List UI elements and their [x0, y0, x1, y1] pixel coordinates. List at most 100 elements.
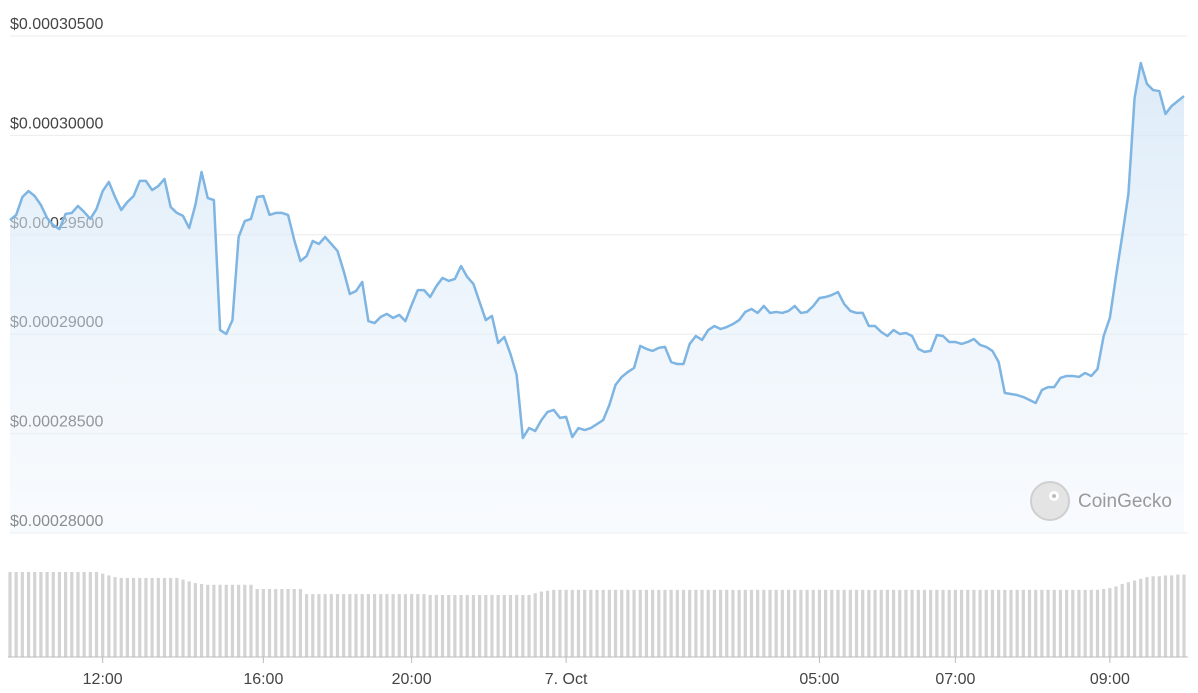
volume-bar — [329, 594, 333, 657]
volume-bar — [267, 589, 272, 657]
volume-bar — [125, 577, 129, 657]
volume-bar — [793, 589, 797, 657]
volume-bar — [539, 591, 543, 657]
volume-bar — [434, 594, 438, 657]
volume-bar — [564, 589, 568, 657]
volume-bar — [644, 589, 649, 657]
volume-bar — [286, 589, 290, 657]
volume-bar — [459, 594, 463, 657]
volume-bar — [131, 577, 136, 657]
price-area — [10, 63, 1184, 533]
volume-bar — [416, 594, 420, 657]
volume-bar — [712, 589, 716, 657]
volume-bar — [298, 589, 303, 657]
volume-bar — [576, 589, 581, 657]
volume-bar — [1009, 589, 1013, 657]
volume-bar — [990, 589, 995, 657]
volume-bar — [545, 590, 550, 657]
volume-bar — [20, 572, 24, 657]
volume-bar — [119, 577, 123, 657]
volume-bar — [311, 594, 315, 657]
volume-bar — [410, 594, 414, 657]
volume-bar — [440, 594, 445, 657]
volume-bar — [144, 577, 148, 657]
volume-bar — [1114, 586, 1118, 657]
volume-bar — [304, 594, 309, 657]
watermark-text: CoinGecko — [1078, 491, 1172, 512]
volume-bar — [230, 584, 235, 657]
volume-bar — [1139, 578, 1143, 657]
volume-bar — [558, 589, 562, 657]
volume-bar — [138, 577, 142, 657]
volume-bar — [688, 589, 692, 657]
volume-bar — [718, 589, 723, 657]
volume-bar — [1046, 589, 1050, 657]
volume-bar — [379, 594, 383, 657]
volume-bar — [706, 589, 710, 657]
volume-bar — [984, 589, 988, 657]
volume-bar — [496, 594, 500, 657]
volume-bar — [854, 589, 859, 657]
volume-bar — [323, 594, 327, 657]
volume-bar — [786, 589, 791, 657]
volume-bar — [613, 589, 618, 657]
volume-bar — [107, 575, 111, 657]
volume-bar — [162, 577, 167, 657]
volume-bar — [935, 589, 939, 657]
volume-bar — [1034, 589, 1038, 657]
volume-bar — [657, 589, 661, 657]
volume-bar — [101, 573, 105, 657]
volume-bar — [502, 594, 506, 657]
volume-bar — [453, 594, 457, 657]
volume-bar — [199, 583, 204, 657]
volume-bar — [403, 594, 408, 657]
volume-bar — [885, 589, 890, 657]
volume-bar — [929, 589, 933, 657]
volume-bar — [169, 577, 173, 657]
volume-bar — [1021, 589, 1025, 657]
volume-bar — [768, 589, 772, 657]
volume-bar — [861, 589, 865, 657]
volume-bar — [953, 589, 957, 657]
volume-bar — [867, 589, 871, 657]
volume-bar — [552, 589, 556, 657]
volume-bar — [1163, 575, 1168, 657]
volume-bar — [1157, 576, 1161, 657]
volume-bar — [756, 589, 760, 657]
volume-bar — [1089, 589, 1093, 657]
volume-bar — [842, 589, 846, 657]
volume-bar — [922, 589, 927, 657]
volume-bar — [422, 594, 426, 657]
volume-bar — [397, 594, 401, 657]
volume-bar — [1058, 589, 1063, 657]
volume-bar — [521, 594, 525, 657]
volume-bar — [1170, 575, 1174, 657]
volume-bar — [749, 589, 754, 657]
volume-bar — [743, 589, 747, 657]
volume-bar — [904, 589, 908, 657]
volume-bar — [632, 589, 636, 657]
volume-bar — [243, 584, 247, 657]
volume-bar — [57, 572, 62, 657]
volume-bar — [1027, 589, 1032, 657]
volume-bar — [638, 589, 642, 657]
volume-bar — [997, 589, 1001, 657]
volume-bar — [681, 589, 686, 657]
x-tick-label: 09:00 — [1090, 671, 1130, 688]
volume-bar — [1108, 588, 1112, 657]
volume-bar — [824, 589, 828, 657]
volume-bar — [626, 589, 630, 657]
volume-bar — [873, 589, 877, 657]
volume-bar — [224, 584, 228, 657]
volume-bar — [817, 589, 822, 657]
volume-bar — [490, 594, 494, 657]
volume-bar — [237, 584, 241, 657]
volume-bar — [70, 572, 74, 657]
volume-bar — [193, 583, 197, 657]
volume-bar — [1126, 582, 1130, 657]
volume-bar — [959, 589, 964, 657]
volume-bar — [1132, 580, 1137, 657]
volume-bar — [8, 572, 12, 657]
volume-bar — [601, 589, 605, 657]
